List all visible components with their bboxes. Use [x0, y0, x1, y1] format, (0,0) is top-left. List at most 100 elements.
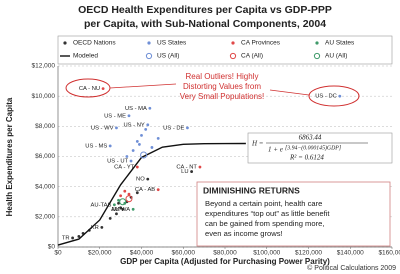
data-point: [71, 236, 75, 240]
x-tick-label: $40,000: [130, 250, 154, 257]
y-tick-label: $6,000: [35, 153, 55, 160]
legend-label: AU (All): [325, 53, 347, 60]
legend-swatch: [313, 52, 321, 60]
point-label: CA - NT: [176, 165, 197, 171]
data-point: [108, 216, 112, 220]
data-point: [156, 137, 160, 140]
y-tick-label: $0: [48, 244, 56, 251]
legend-item: CA Provinces: [231, 40, 281, 47]
data-point: [198, 165, 202, 169]
x-tick-label: $0: [54, 250, 62, 257]
point-label: TR: [62, 235, 70, 241]
model-line: [57, 142, 246, 246]
callout-pointer: [109, 83, 177, 89]
legend-swatch: [147, 41, 151, 45]
note-line: can be gained from spending more,: [205, 219, 324, 228]
legend-item: AU States: [315, 40, 355, 47]
data-point: [131, 149, 135, 152]
legend-swatch: [145, 52, 153, 60]
legend-box: [57, 35, 393, 65]
legend-swatch: [63, 41, 67, 45]
data-point: [77, 235, 81, 238]
point-label: KR: [91, 225, 99, 231]
data-point: [156, 188, 160, 192]
point-label: US - MA: [125, 106, 147, 112]
x-tick-label: $140,000: [337, 250, 364, 257]
data-point: [129, 159, 133, 163]
legend-label: CA (All): [241, 53, 263, 60]
data-point: [115, 126, 118, 130]
legend-swatch: [231, 41, 235, 45]
point-label: CA - YT: [114, 165, 135, 171]
data-point: [117, 201, 120, 205]
formula-box: [247, 132, 393, 164]
data-point: [146, 177, 150, 181]
formula-lhs: H =: [251, 140, 264, 148]
data-point: [125, 195, 133, 203]
credit: © Political Calculations 2009: [307, 264, 396, 272]
legend-item: US States: [147, 40, 187, 47]
point-label: US - MS: [85, 143, 107, 149]
chart-title: OECD Health Expenditures per Capita vs G…: [78, 4, 332, 16]
data-point: [127, 192, 131, 196]
point-label: AU-WA: [111, 207, 130, 213]
legend-item: Modeled: [60, 53, 98, 60]
note-line: Beyond a certain point, health care: [205, 199, 322, 208]
x-axis-label: GDP per Capita (Adjusted for Purchasing …: [120, 257, 330, 266]
data-point: [101, 87, 105, 91]
legend-label: US States: [157, 40, 187, 47]
point-label: LU: [181, 169, 188, 175]
callout-pointer: [269, 89, 310, 96]
data-point: [138, 143, 141, 146]
data-point: [121, 207, 125, 211]
point-label: US - WV: [91, 125, 114, 131]
legend-label: AU States: [325, 40, 355, 47]
data-point: [119, 198, 127, 206]
data-point: [186, 126, 189, 130]
data-point: [135, 140, 139, 143]
data-point: [108, 144, 112, 148]
y-axis-label: Health Expenditures per Capita: [5, 97, 14, 216]
data-point: [112, 203, 116, 207]
point-label: US - DC: [315, 94, 337, 100]
data-point: [117, 198, 120, 202]
data-point: [119, 206, 123, 210]
formula-denominator: 1 + e: [268, 146, 283, 154]
point-label: AU-TAS: [91, 202, 112, 208]
r-squared: R² = 0.6124: [289, 154, 324, 162]
legend-item: CA (All): [229, 53, 263, 60]
legend-label: CA Provinces: [241, 40, 281, 47]
data-point: [125, 155, 129, 158]
x-tick-label: $60,000: [172, 250, 196, 257]
legend-item: US (All): [145, 52, 179, 60]
note-line: expenditures “top out” as little benefit: [205, 209, 330, 218]
legend-item: OECD Nations: [63, 40, 116, 47]
y-tick-label: $2,000: [35, 214, 55, 221]
data-point: [148, 106, 152, 110]
point-label: CA - NU: [79, 86, 100, 92]
data-point: [338, 94, 342, 98]
point-label: NO: [136, 177, 145, 183]
data-point: [150, 146, 154, 149]
y-tick-label: $8,000: [35, 123, 55, 130]
legend-swatch: [315, 41, 319, 45]
point-label: US - DE: [163, 125, 184, 131]
y-tick-label: $12,000: [32, 63, 56, 70]
note-line: even as income grows!: [205, 229, 283, 238]
data-point: [123, 189, 127, 193]
note-title: DIMINISHING RETURNS: [203, 185, 300, 195]
chart-title: per Capita, with Sub-National Components…: [84, 18, 326, 30]
y-tick-label: $10,000: [32, 93, 56, 100]
data-point: [135, 191, 139, 195]
point-label: US - UT: [107, 159, 128, 165]
x-tick-label: $160,000: [378, 250, 400, 257]
callout: Very Small Populations!: [180, 92, 265, 101]
legend-item: AU (All): [313, 52, 347, 60]
y-tick-label: $4,000: [35, 183, 55, 190]
legend-label: US (All): [157, 53, 179, 60]
formula-numerator: 6863.44: [299, 134, 322, 142]
note-box: [196, 181, 391, 247]
point-label: US - ME: [104, 113, 126, 119]
